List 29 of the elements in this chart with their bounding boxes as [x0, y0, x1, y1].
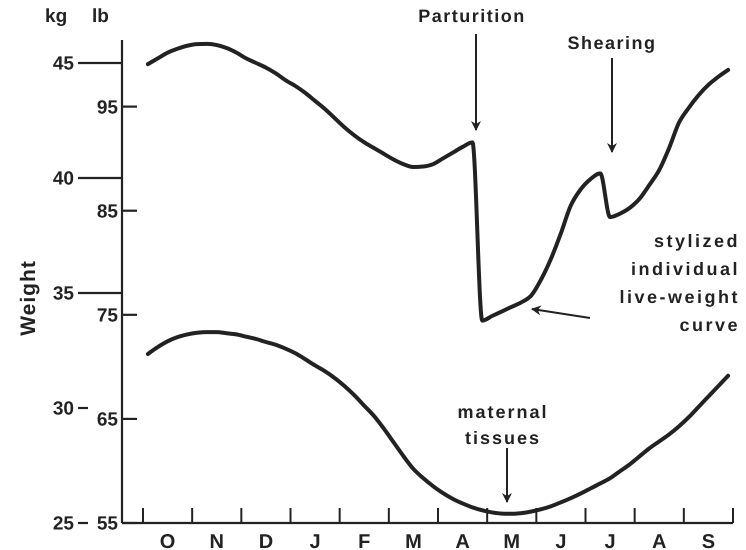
- y2-tick-label: 75: [96, 305, 118, 326]
- y2-tick-label: 85: [96, 201, 118, 222]
- x-tick-label: N: [210, 531, 224, 550]
- y-tick-label: 30: [52, 398, 74, 420]
- annotation: stylized individual live-weight curve: [619, 231, 740, 335]
- text: lb: [92, 6, 109, 27]
- x-tick-label: A: [455, 531, 470, 550]
- x-tick-label: A: [652, 531, 666, 550]
- y-axis-title: Weight: [17, 260, 40, 336]
- annotation: Shearing: [567, 33, 657, 53]
- text: Parturition: [418, 6, 526, 26]
- x-tick-label: J: [604, 531, 616, 550]
- y2-tick-label: 95: [96, 97, 118, 118]
- y-tick-label: 45: [52, 54, 74, 75]
- y-tick-label: 35: [52, 284, 74, 305]
- y-tick-label: 40: [52, 168, 74, 190]
- text: kg: [45, 6, 68, 27]
- x-tick-label: J: [555, 531, 566, 550]
- x-tick-label: M: [405, 531, 422, 550]
- y2-tick-label: 65: [96, 410, 118, 431]
- x-tick-label: O: [160, 531, 176, 550]
- x-tick-label: J: [310, 531, 321, 550]
- x-tick-label: F: [358, 531, 370, 550]
- annotation: maternal tissues: [457, 402, 549, 448]
- y-tick-label: 25: [52, 514, 74, 535]
- x-tick-label: M: [503, 531, 520, 550]
- y2-tick-label: 55: [96, 514, 118, 535]
- x-tick-label: D: [258, 531, 274, 550]
- x-tick-label: S: [702, 531, 716, 550]
